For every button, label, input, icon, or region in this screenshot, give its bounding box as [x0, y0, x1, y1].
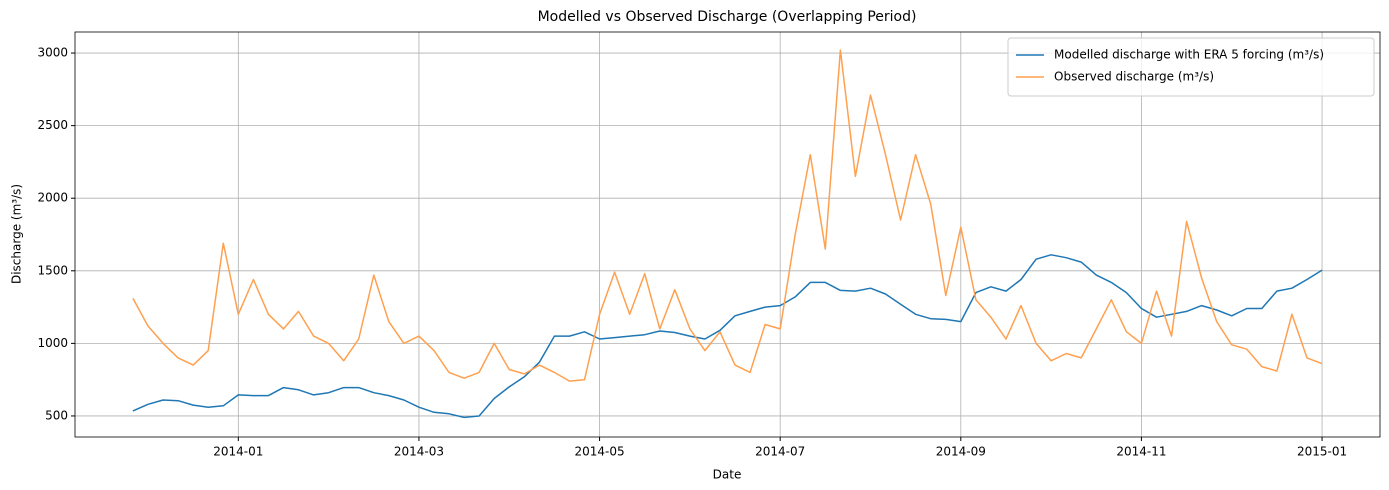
- legend-box: [1007, 37, 1375, 97]
- plot-frame: [74, 31, 1381, 438]
- legend: Modelled discharge with ERA 5 forcing (m…: [1007, 37, 1375, 97]
- x-axis-label: Date: [713, 468, 742, 482]
- x-tick-label: 2014-01: [213, 445, 263, 459]
- y-tick-label: 500: [45, 408, 68, 422]
- chart-title: Modelled vs Observed Discharge (Overlapp…: [538, 9, 917, 25]
- y-tick-label: 1000: [37, 336, 68, 350]
- x-tick-label: 2014-09: [936, 445, 986, 459]
- data-line: [132, 254, 1323, 419]
- y-axis-label: Discharge (m³/s): [10, 184, 24, 284]
- y-tick-label: 2500: [37, 118, 68, 132]
- x-tick-label: 2014-11: [1116, 445, 1166, 459]
- legend-label: Observed discharge (m³/s): [1054, 70, 1214, 84]
- x-tick-label: 2014-07: [755, 445, 805, 459]
- y-tick-label: 1500: [37, 263, 68, 277]
- y-tick-label: 2000: [37, 191, 68, 205]
- x-tick-label: 2015-01: [1297, 445, 1347, 459]
- x-tick-label: 2014-05: [574, 445, 624, 459]
- legend-label: Modelled discharge with ERA 5 forcing (m…: [1054, 48, 1324, 62]
- x-tick-label: 2014-03: [394, 445, 444, 459]
- data-line: [132, 49, 1323, 382]
- y-tick-label: 3000: [37, 46, 68, 60]
